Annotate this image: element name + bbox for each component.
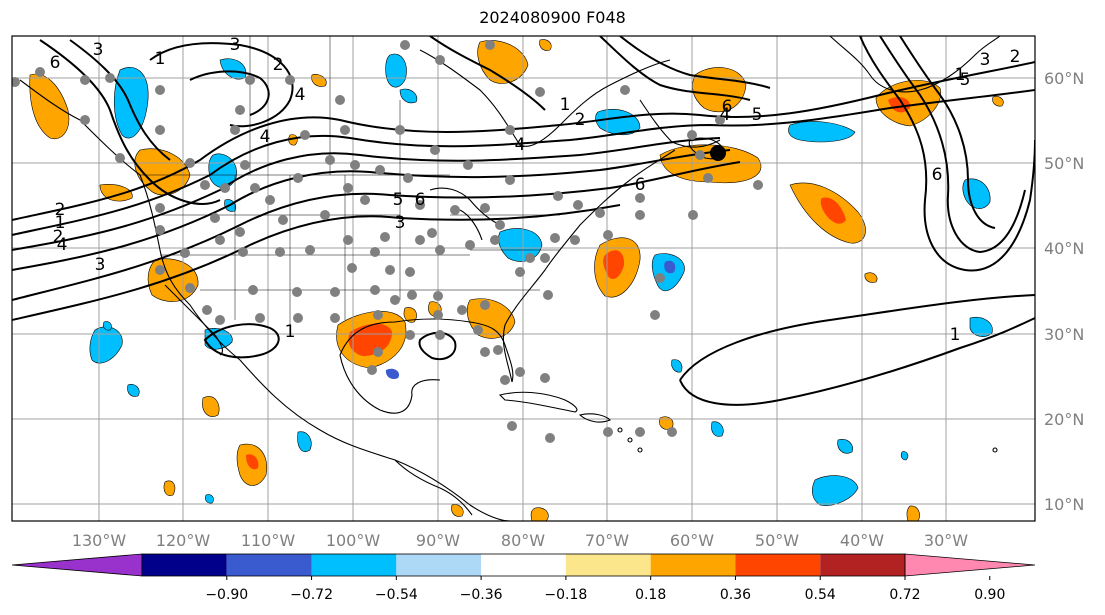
colorbar-segment [650,554,736,576]
contour-label: 1 [950,325,961,345]
colorbar-tick-label: −0.36 [460,587,503,603]
highlight-marker [710,145,726,161]
colorbar-ticks: −0.90 −0.72 −0.54 −0.36 −0.18 0.18 0.36 0.54 0.7… [205,576,1005,603]
colorbar-segment [396,554,482,576]
colorbar-tick-label: 0.18 [635,587,666,603]
lon-label: 80°W [501,531,545,550]
lon-label: 90°W [416,531,460,550]
colorbar-tick-label: −0.90 [205,587,248,603]
colorbar-segment [565,554,651,576]
contour-label: 3 [95,255,106,275]
observation-points [12,40,763,443]
contour-label: 5 [960,70,971,90]
lon-label: 100°W [326,531,381,550]
contour-label: 4 [295,85,306,105]
lat-label: 10°N [1044,495,1084,514]
contour-label: 4 [515,135,526,155]
map-frame [11,35,1036,522]
colorbar-tick-label: 0.90 [974,587,1005,603]
map-title: 2024080900 F048 [479,8,626,27]
colorbar [11,553,1036,577]
lon-label: 50°W [755,531,799,550]
lat-label: 60°N [1044,69,1084,88]
contour-lines [12,36,1035,406]
contour-label: 4 [720,105,731,125]
contour-label: 2 [273,55,284,75]
contour-label: 2 [55,200,66,220]
colorbar-segment [735,554,821,576]
lat-label: 40°N [1044,239,1084,258]
contour-label: 4 [57,235,68,255]
contour-label: 2 [53,227,64,247]
colorbar-tick-label: 0.54 [805,587,836,603]
lon-label: 40°W [840,531,884,550]
contour-label: 6 [50,53,61,73]
lon-label: 110°W [241,531,296,550]
colorbar-tick-label: −0.18 [544,587,587,603]
lat-label: 30°N [1044,325,1084,344]
longitude-labels: 130°W 120°W 110°W 100°W 90°W 80°W 70°W 60°W 50°W… [72,531,968,550]
colorbar-segment [226,554,312,576]
contour-label: 3 [395,213,406,233]
colorbar-min-arrow [11,553,143,577]
colorbar-segment [481,554,566,576]
colorbar-segment [820,554,905,576]
contour-label: 2 [1010,47,1021,67]
latitude-labels: 60°N 50°N 40°N 30°N 20°N 10°N [1044,69,1084,514]
contour-label: 6 [932,165,943,185]
contour-label: 5 [752,105,763,125]
colorbar-tick-label: 0.72 [889,587,920,603]
strong-positive-fills [246,97,911,470]
contour-label: 3 [230,35,241,55]
contour-label: 6 [415,190,426,210]
contour-label: 3 [980,50,991,70]
colorbar-max-arrow [904,553,1036,577]
contour-label: 1 [285,322,296,342]
lat-label: 20°N [1044,410,1084,429]
contour-label: 5 [393,190,404,210]
colorbar-tick-label: −0.54 [375,587,418,603]
lon-label: 130°W [72,531,127,550]
coastlines [19,36,1001,521]
lon-label: 60°W [670,531,714,550]
lon-label: 70°W [585,531,629,550]
gridlines [12,36,1035,521]
contour-label: 1 [560,95,571,115]
strong-negative-fills [385,260,676,380]
lat-label: 50°N [1044,154,1084,173]
contour-label: 1 [55,213,66,233]
colorbar-segment [311,554,397,576]
colorbar-segment [142,554,227,576]
lon-label: 120°W [156,531,211,550]
colorbar-tick-label: 0.36 [720,587,751,603]
lon-label: 30°W [924,531,968,550]
contour-label: 6 [635,175,646,195]
contour-label: 1 [955,65,966,85]
contour-label: 2 [575,110,586,130]
contour-label: 1 [155,49,166,69]
colorbar-tick-label: −0.72 [290,587,333,603]
contour-label: 4 [260,127,271,147]
contour-label: 6 [722,97,733,117]
contour-label: 3 [93,40,104,60]
